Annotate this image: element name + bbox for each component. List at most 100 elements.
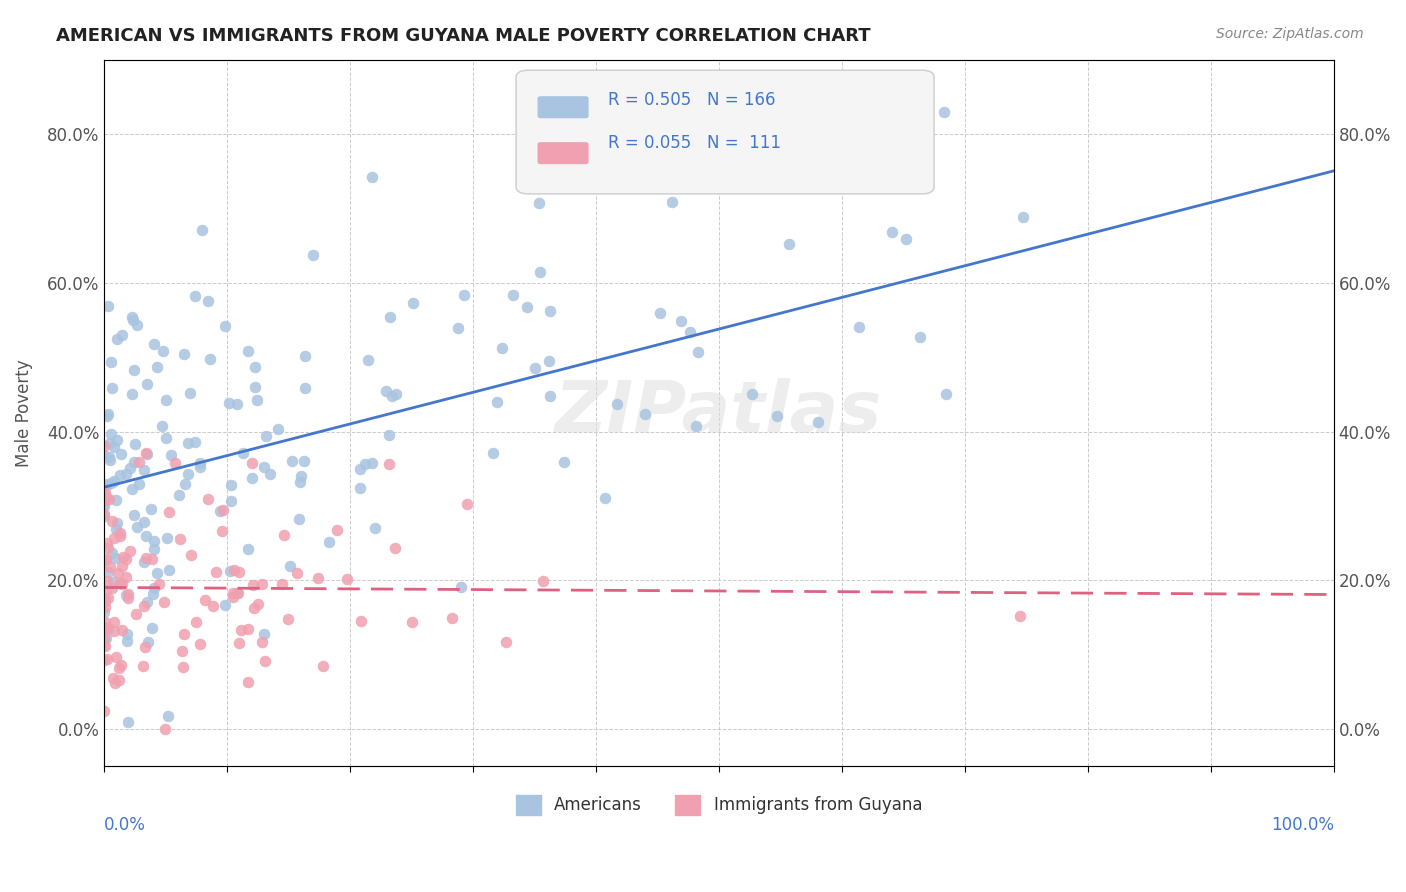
Point bbox=[93, 615, 115, 629]
Point bbox=[96, 536, 118, 550]
Point bbox=[93, 497, 115, 511]
Point bbox=[180, 549, 202, 563]
Point bbox=[132, 599, 155, 613]
Point bbox=[100, 436, 122, 450]
Point bbox=[108, 526, 131, 541]
Point bbox=[311, 659, 333, 673]
Point bbox=[242, 578, 264, 592]
Point bbox=[848, 319, 870, 334]
Text: 100.0%: 100.0% bbox=[1271, 816, 1334, 834]
Point bbox=[96, 479, 118, 493]
Point bbox=[128, 477, 150, 491]
Point bbox=[104, 675, 127, 690]
Point bbox=[204, 566, 226, 580]
Point bbox=[150, 419, 173, 434]
Point bbox=[285, 566, 308, 581]
Point bbox=[136, 594, 159, 608]
Point bbox=[110, 576, 132, 591]
Point bbox=[240, 457, 263, 471]
Point bbox=[228, 565, 250, 579]
Text: R = 0.055   N =  111: R = 0.055 N = 111 bbox=[609, 134, 782, 152]
Point bbox=[238, 623, 260, 637]
Point bbox=[177, 467, 200, 482]
FancyBboxPatch shape bbox=[538, 143, 588, 163]
Point bbox=[125, 607, 148, 621]
Point bbox=[292, 454, 315, 468]
Point bbox=[661, 194, 683, 209]
Point bbox=[374, 384, 396, 399]
Point bbox=[93, 553, 115, 567]
Point bbox=[650, 306, 672, 320]
Point bbox=[142, 581, 165, 595]
Y-axis label: Male Poverty: Male Poverty bbox=[15, 359, 32, 467]
Point bbox=[214, 599, 236, 613]
Point bbox=[669, 314, 692, 328]
Point bbox=[212, 503, 235, 517]
Point bbox=[94, 552, 117, 566]
Point bbox=[307, 572, 329, 586]
Point bbox=[100, 355, 122, 369]
Point bbox=[226, 397, 249, 411]
Point bbox=[606, 396, 628, 410]
Point bbox=[141, 502, 163, 516]
Point bbox=[110, 328, 132, 343]
Point bbox=[156, 531, 179, 545]
Point bbox=[115, 570, 138, 584]
Point bbox=[932, 104, 955, 119]
Point bbox=[105, 434, 128, 448]
Point bbox=[253, 654, 276, 668]
Point bbox=[98, 450, 121, 465]
Text: Source: ZipAtlas.com: Source: ZipAtlas.com bbox=[1216, 27, 1364, 41]
Point bbox=[174, 477, 197, 491]
Point bbox=[118, 461, 141, 475]
Point bbox=[101, 381, 124, 395]
Point bbox=[96, 409, 118, 424]
Point bbox=[97, 621, 120, 635]
Point bbox=[252, 577, 274, 591]
Point bbox=[93, 622, 115, 636]
Point bbox=[634, 408, 657, 422]
Point bbox=[136, 634, 159, 648]
Point bbox=[112, 549, 135, 564]
Point bbox=[267, 421, 290, 435]
Point bbox=[381, 389, 404, 403]
Point bbox=[111, 558, 134, 573]
Point bbox=[94, 582, 117, 597]
Point bbox=[105, 516, 128, 530]
Point bbox=[245, 360, 267, 375]
Point bbox=[98, 453, 121, 467]
Point bbox=[152, 595, 174, 609]
Point bbox=[169, 532, 191, 546]
Point bbox=[128, 455, 150, 469]
Point bbox=[100, 514, 122, 528]
Point bbox=[184, 289, 207, 303]
Point bbox=[121, 482, 143, 496]
Point bbox=[486, 394, 509, 409]
Point bbox=[253, 460, 276, 475]
Point bbox=[214, 318, 236, 333]
Point bbox=[377, 428, 399, 442]
Point bbox=[908, 330, 931, 344]
Point bbox=[108, 576, 131, 591]
Point bbox=[100, 546, 122, 560]
Point bbox=[527, 195, 550, 210]
Point bbox=[153, 722, 176, 736]
Point bbox=[173, 627, 195, 641]
Point bbox=[121, 387, 143, 401]
Point bbox=[766, 409, 789, 423]
Point bbox=[502, 288, 524, 302]
Point bbox=[155, 431, 177, 445]
Point bbox=[100, 427, 122, 442]
Point bbox=[104, 649, 127, 664]
Point bbox=[146, 566, 169, 581]
Point bbox=[529, 265, 551, 279]
Point bbox=[349, 462, 371, 476]
Point bbox=[94, 492, 117, 507]
Point bbox=[94, 490, 117, 504]
Point bbox=[142, 541, 165, 556]
Point bbox=[278, 559, 301, 574]
Point bbox=[143, 337, 166, 351]
Point bbox=[94, 486, 117, 500]
Point bbox=[115, 634, 138, 648]
Point bbox=[401, 615, 423, 629]
